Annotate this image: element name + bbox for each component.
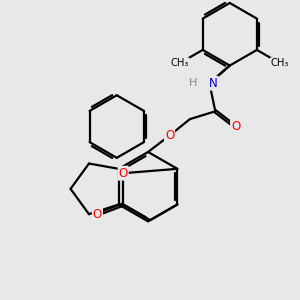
Text: O: O bbox=[118, 167, 128, 180]
Text: CH₃: CH₃ bbox=[271, 58, 289, 68]
Text: CH₃: CH₃ bbox=[170, 58, 189, 68]
Text: O: O bbox=[93, 208, 102, 221]
Text: O: O bbox=[165, 129, 174, 142]
Text: O: O bbox=[231, 121, 240, 134]
Text: H: H bbox=[189, 78, 197, 88]
Text: N: N bbox=[209, 77, 218, 90]
